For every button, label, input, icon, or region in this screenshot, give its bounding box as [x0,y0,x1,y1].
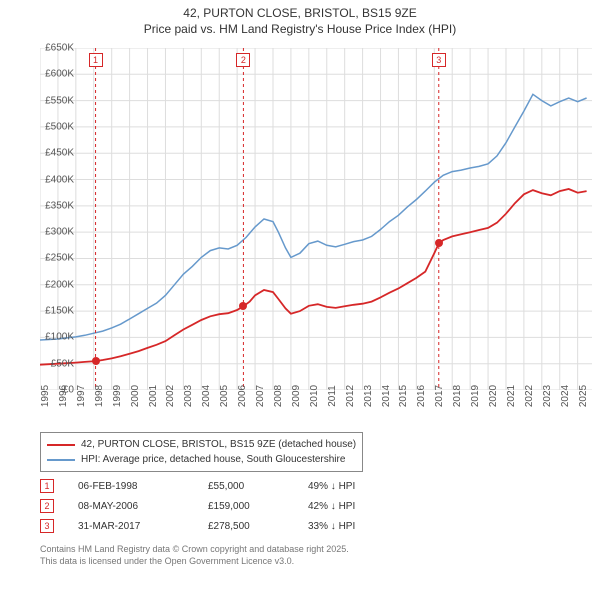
y-tick-label: £300K [38,227,74,238]
y-tick-label: £50K [38,358,74,369]
sales-marker-1: 1 [40,479,54,493]
x-tick-label: 2024 [560,385,571,407]
y-tick-label: £400K [38,174,74,185]
legend-label-price-paid: 42, PURTON CLOSE, BRISTOL, BS15 9ZE (det… [81,437,356,452]
sales-price-3: £278,500 [208,521,308,532]
legend-swatch-price-paid [47,444,75,446]
sales-date-3: 31-MAR-2017 [78,521,208,532]
x-tick-label: 2007 [255,385,266,407]
x-tick-label: 2015 [398,385,409,407]
sales-pct-1: 49% ↓ HPI [308,481,408,492]
x-tick-label: 2008 [273,385,284,407]
x-tick-label: 1999 [112,385,123,407]
y-tick-label: £100K [38,332,74,343]
sale-marker-1: 1 [89,53,103,67]
footer-line1: Contains HM Land Registry data © Crown c… [40,544,349,556]
sales-table: 1 06-FEB-1998 £55,000 49% ↓ HPI 2 08-MAY… [40,476,408,536]
x-tick-label: 1995 [40,385,51,407]
y-tick-label: £450K [38,148,74,159]
x-tick-label: 2014 [381,385,392,407]
x-tick-label: 2022 [524,385,535,407]
title-line1: 42, PURTON CLOSE, BRISTOL, BS15 9ZE [0,6,600,22]
x-tick-label: 2006 [237,385,248,407]
x-tick-label: 2019 [470,385,481,407]
sales-marker-3: 3 [40,519,54,533]
x-tick-label: 2021 [506,385,517,407]
x-tick-label: 2012 [345,385,356,407]
x-tick-label: 1996 [58,385,69,407]
plot-area: £0£50K£100K£150K£200K£250K£300K£350K£400… [40,48,592,390]
legend-label-hpi: HPI: Average price, detached house, Sout… [81,452,345,467]
x-tick-label: 2010 [309,385,320,407]
x-tick-label: 2009 [291,385,302,407]
sales-row: 3 31-MAR-2017 £278,500 33% ↓ HPI [40,516,408,536]
chart-container: 42, PURTON CLOSE, BRISTOL, BS15 9ZE Pric… [0,0,600,590]
sales-pct-2: 42% ↓ HPI [308,501,408,512]
x-tick-label: 2004 [201,385,212,407]
legend-swatch-hpi [47,459,75,461]
sales-price-1: £55,000 [208,481,308,492]
footer: Contains HM Land Registry data © Crown c… [40,544,349,567]
y-tick-label: £150K [38,306,74,317]
y-tick-label: £250K [38,253,74,264]
y-tick-label: £350K [38,200,74,211]
sales-row: 2 08-MAY-2006 £159,000 42% ↓ HPI [40,496,408,516]
price-point-1 [92,357,100,365]
legend: 42, PURTON CLOSE, BRISTOL, BS15 9ZE (det… [40,432,363,472]
chart-title: 42, PURTON CLOSE, BRISTOL, BS15 9ZE Pric… [0,0,600,37]
x-tick-label: 2013 [363,385,374,407]
legend-item-hpi: HPI: Average price, detached house, Sout… [47,452,356,467]
x-tick-label: 2002 [165,385,176,407]
y-tick-label: £500K [38,121,74,132]
y-tick-label: £200K [38,279,74,290]
y-tick-label: £550K [38,95,74,106]
footer-line2: This data is licensed under the Open Gov… [40,556,349,568]
y-tick-label: £600K [38,69,74,80]
x-tick-label: 2011 [327,385,338,407]
x-tick-label: 2025 [578,385,589,407]
title-line2: Price paid vs. HM Land Registry's House … [0,22,600,38]
sale-marker-3: 3 [432,53,446,67]
x-tick-label: 2016 [416,385,427,407]
x-tick-label: 2000 [130,385,141,407]
price-point-3 [435,239,443,247]
x-tick-label: 2023 [542,385,553,407]
sale-marker-2: 2 [236,53,250,67]
sales-marker-2: 2 [40,499,54,513]
chart-svg [40,48,592,390]
x-tick-label: 2018 [452,385,463,407]
x-tick-label: 2001 [148,385,159,407]
legend-item-price-paid: 42, PURTON CLOSE, BRISTOL, BS15 9ZE (det… [47,437,356,452]
sales-row: 1 06-FEB-1998 £55,000 49% ↓ HPI [40,476,408,496]
sales-price-2: £159,000 [208,501,308,512]
x-tick-label: 1997 [76,385,87,407]
sales-date-2: 08-MAY-2006 [78,501,208,512]
y-tick-label: £650K [38,43,74,54]
x-tick-label: 2020 [488,385,499,407]
sales-pct-3: 33% ↓ HPI [308,521,408,532]
x-tick-label: 2003 [183,385,194,407]
x-tick-label: 2017 [434,385,445,407]
x-tick-label: 2005 [219,385,230,407]
sales-date-1: 06-FEB-1998 [78,481,208,492]
price-point-2 [239,302,247,310]
x-tick-label: 1998 [94,385,105,407]
